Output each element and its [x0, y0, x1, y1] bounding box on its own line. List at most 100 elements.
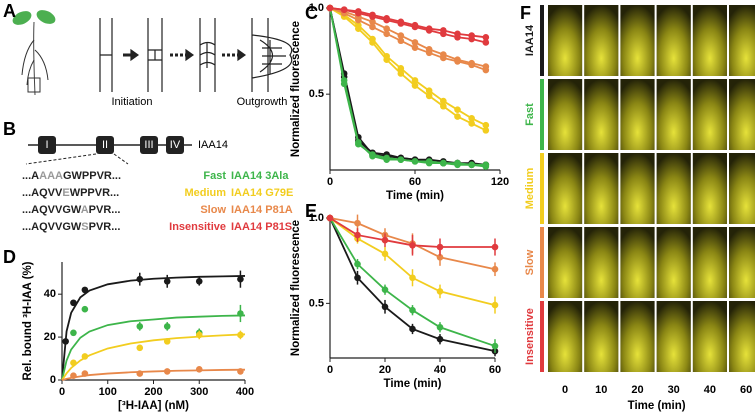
data-point: [436, 323, 444, 331]
data-point: [425, 87, 433, 95]
data-point: [411, 23, 419, 31]
data-point: [482, 121, 490, 129]
seq-mutation: A: [81, 204, 89, 216]
data-point: [482, 127, 490, 134]
x-axis-label: Time (min): [384, 378, 442, 390]
data-point: [81, 305, 89, 313]
data-point: [468, 120, 475, 127]
x-axis-label: Time (min): [628, 400, 686, 412]
microscopy-image: [548, 227, 583, 298]
column-label: 30: [668, 384, 680, 396]
microscopy-image: [692, 153, 727, 224]
variant-class: Medium: [184, 187, 226, 199]
microscopy-image: [729, 301, 755, 372]
panel-letter: B: [3, 119, 16, 139]
microscopy-image: [692, 227, 727, 298]
row-color-bar: [540, 153, 544, 224]
series-line: [329, 217, 496, 353]
data-point: [195, 278, 203, 285]
data-point: [409, 242, 416, 249]
data-point: [440, 97, 447, 105]
row-label: IAA14: [524, 24, 536, 56]
data-point: [436, 335, 444, 343]
zoom-lines: [25, 153, 129, 165]
data-point: [482, 66, 490, 74]
data-point: [340, 6, 348, 14]
data-point: [354, 260, 361, 268]
data-point: [409, 325, 416, 333]
x-tick-label: 20: [379, 364, 391, 376]
data-point: [381, 303, 389, 311]
data-point: [411, 77, 419, 84]
seedling: [12, 10, 56, 96]
microscopy-image: [692, 79, 727, 150]
microscopy-image: [584, 79, 619, 150]
data-point: [425, 27, 433, 34]
data-point: [195, 331, 203, 339]
y-tick-label: 0.5: [309, 88, 324, 100]
microscopy-image: [548, 79, 583, 150]
data-point: [397, 32, 405, 39]
data-point: [369, 18, 376, 26]
series-line: [329, 217, 496, 306]
data-point: [397, 70, 405, 77]
data-point: [163, 323, 171, 330]
microscopy-image: [584, 5, 619, 76]
data-point: [491, 301, 499, 309]
microscopy-image: [692, 5, 727, 76]
data-point: [381, 250, 389, 258]
data-point: [409, 274, 416, 282]
data-point: [491, 342, 499, 350]
x-tick-label: 200: [144, 386, 162, 398]
data-point: [482, 33, 490, 41]
y-tick-label: 1.0: [309, 2, 324, 14]
variant-name: IAA14 P81A: [231, 204, 293, 216]
data-point: [354, 219, 361, 227]
x-tick-label: 120: [491, 176, 509, 188]
data-point: [383, 30, 390, 38]
data-point: [369, 151, 376, 158]
data-point: [355, 140, 362, 148]
data-point: [425, 49, 433, 57]
microscopy-image: [584, 153, 619, 224]
data-point: [454, 113, 461, 120]
data-point: [136, 370, 144, 377]
data-point: [355, 16, 362, 24]
x-tick-label: 0: [59, 386, 65, 398]
microscopy-image: [729, 79, 755, 150]
microscopy-image: [656, 5, 691, 76]
domain-label: III: [144, 139, 153, 151]
data-point: [70, 372, 77, 380]
row-label: Slow: [524, 249, 536, 275]
y-tick-label: 20: [44, 331, 56, 343]
data-point: [136, 275, 144, 283]
row-color-bar: [540, 227, 544, 298]
row-label: Medium: [524, 168, 536, 210]
row-color-bar: [540, 79, 544, 150]
seq-mutation: AAA: [39, 170, 63, 182]
microscopy-image: [620, 79, 655, 150]
root-stages: [99, 18, 293, 92]
fit-curve: [61, 368, 246, 381]
y-tick-label: 1.0: [309, 212, 324, 224]
fit-curve: [61, 275, 246, 381]
data-point: [354, 274, 361, 282]
seq-part: GWPPVR...: [63, 170, 121, 182]
variant-name: IAA14 3Ala: [231, 170, 289, 182]
microscopy-image: [656, 227, 691, 298]
y-tick-label: 0: [50, 374, 56, 386]
data-point: [81, 370, 89, 377]
data-point: [381, 286, 389, 294]
domain-box: [38, 136, 56, 154]
data-point: [482, 39, 490, 46]
x-tick-label: 300: [190, 386, 208, 398]
data-point: [411, 82, 419, 89]
data-point: [70, 359, 77, 367]
domain-label: IV: [170, 139, 181, 151]
data-point: [81, 286, 89, 294]
data-point: [383, 154, 390, 162]
series-line: [329, 217, 496, 271]
x-tick-label: 40: [434, 364, 446, 376]
domain-label: II: [102, 139, 108, 151]
series-line: [329, 7, 486, 166]
